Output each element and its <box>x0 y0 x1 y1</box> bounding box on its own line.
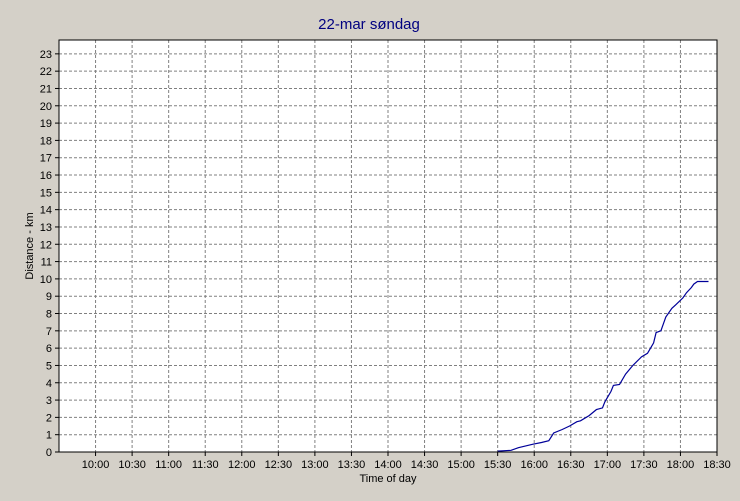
y-tick-label: 23 <box>40 49 52 61</box>
y-tick-label: 18 <box>40 135 52 147</box>
x-tick-label: 12:00 <box>228 459 256 471</box>
chart-title: 22-mar søndag <box>318 16 420 33</box>
y-tick-label: 4 <box>46 378 52 390</box>
y-tick-label: 11 <box>41 257 52 269</box>
y-tick-label: 19 <box>40 118 52 130</box>
y-tick-label: 6 <box>46 343 52 355</box>
y-tick-label: 13 <box>40 222 52 234</box>
y-tick-label: 0 <box>46 447 52 459</box>
series-layer <box>497 280 709 452</box>
x-tick-label: 17:30 <box>630 459 658 471</box>
x-tick-label: 10:00 <box>82 459 110 471</box>
y-tick-label: 7 <box>46 326 52 338</box>
distance-series-line <box>497 280 709 452</box>
x-tick-label: 10:30 <box>118 459 146 471</box>
y-tick-label: 16 <box>40 170 52 182</box>
y-axis-title: Distance - km <box>24 212 36 279</box>
y-tick-label: 12 <box>40 239 52 251</box>
y-tick-label: 8 <box>46 309 52 321</box>
y-tick-label: 3 <box>46 395 52 407</box>
x-tick-label: 11:00 <box>155 459 182 471</box>
x-tick-label: 12:30 <box>265 459 293 471</box>
x-tick-label: 15:30 <box>484 459 512 471</box>
y-tick-label: 14 <box>40 205 52 217</box>
x-tick-label: 13:00 <box>301 459 329 471</box>
y-tick-label: 21 <box>40 83 52 95</box>
y-tick-label: 1 <box>46 430 52 442</box>
y-tick-label: 22 <box>40 66 52 78</box>
y-tick-label: 5 <box>46 360 52 372</box>
x-tick-label: 14:00 <box>374 459 402 471</box>
x-tick-label: 18:00 <box>667 459 695 471</box>
x-tick-label: 18:30 <box>703 459 731 471</box>
y-tick-label: 17 <box>40 153 52 165</box>
ticks-layer: 10:00 10:30 11:00 11:30 12:00 12:30 13:00 13:30… <box>40 49 731 471</box>
y-tick-label: 10 <box>40 274 52 286</box>
y-tick-label: 2 <box>46 412 52 424</box>
x-tick-label: 14:30 <box>411 459 439 471</box>
grid-lines <box>59 40 717 452</box>
y-tick-label: 15 <box>40 187 52 199</box>
x-tick-label: 11:30 <box>192 459 219 471</box>
y-tick-label: 20 <box>40 101 52 113</box>
x-tick-label: 16:30 <box>557 459 585 471</box>
x-tick-label: 17:00 <box>594 459 622 471</box>
x-axis-title: Time of day <box>359 473 417 485</box>
x-tick-label: 15:00 <box>447 459 475 471</box>
x-tick-label: 13:30 <box>338 459 366 471</box>
x-tick-label: 16:00 <box>520 459 548 471</box>
y-tick-label: 9 <box>46 291 52 303</box>
